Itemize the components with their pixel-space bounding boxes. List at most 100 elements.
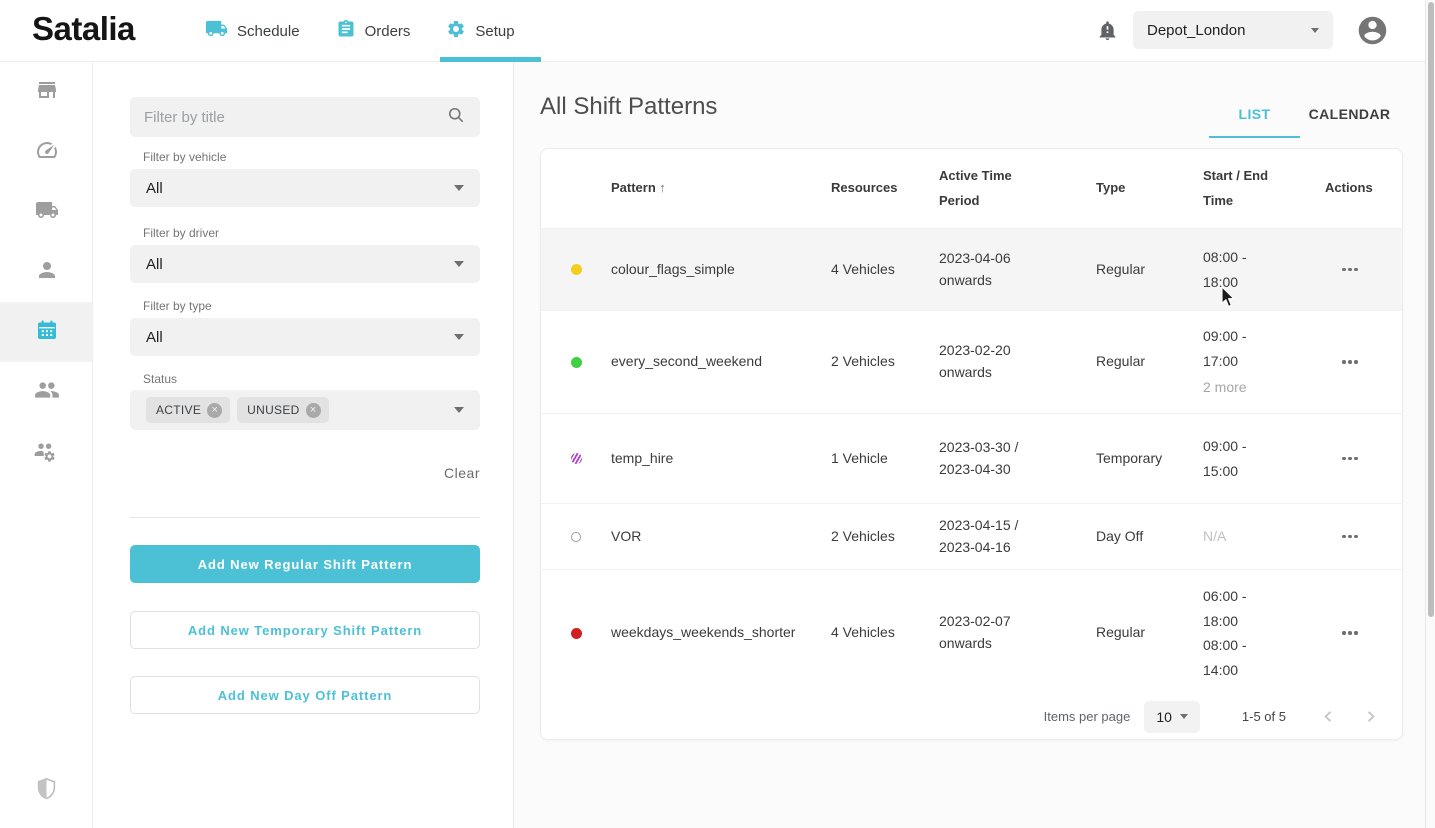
depot-selector[interactable]: Depot_London xyxy=(1133,11,1333,49)
scrollbar-thumb[interactable] xyxy=(1427,2,1434,617)
sidebar-item-drivers[interactable] xyxy=(0,242,93,302)
pattern-color-dot xyxy=(570,453,582,464)
active-period-value: 2023-02-07 onwards xyxy=(939,613,1011,651)
top-bar: Satalia Schedule Orders Setup Depot_Lond… xyxy=(0,0,1425,62)
sidebar-item-vehicles[interactable] xyxy=(0,182,93,242)
type-value: Temporary xyxy=(1096,449,1163,466)
clear-filters-button[interactable]: Clear xyxy=(444,465,480,481)
title-filter-input[interactable] xyxy=(144,108,446,126)
items-per-page-select[interactable]: 10 xyxy=(1144,700,1200,733)
column-header-period: Active Time Period xyxy=(939,167,1012,208)
active-period-value: 2023-03-30 / 2023-04-30 xyxy=(939,438,1019,477)
add-dayoff-pattern-button[interactable]: Add New Day Off Pattern xyxy=(130,676,480,714)
row-actions-menu-icon[interactable] xyxy=(1318,456,1402,461)
table-row[interactable]: colour_flags_simple 4 Vehicles 2023-04-0… xyxy=(541,229,1402,311)
column-header-pattern[interactable]: Pattern ↑ xyxy=(611,180,666,196)
nav-orders[interactable]: Orders xyxy=(336,19,410,44)
row-actions-menu-icon[interactable] xyxy=(1318,631,1402,635)
driver-filter-select[interactable]: All xyxy=(130,245,480,283)
time-value: 09:00 - 17:00 2 more xyxy=(1203,324,1279,400)
search-icon xyxy=(446,105,466,130)
status-chip-active: ACTIVE × xyxy=(146,397,231,423)
sidebar-item-dashboard[interactable] xyxy=(0,122,93,182)
add-regular-shift-pattern-button[interactable]: Add New Regular Shift Pattern xyxy=(130,545,480,583)
sidebar-item-store[interactable] xyxy=(0,62,93,122)
team-settings-icon xyxy=(34,437,60,468)
sidebar-item-admin[interactable] xyxy=(0,761,93,821)
vehicle-filter-label: Filter by vehicle xyxy=(143,150,227,164)
type-filter-value: All xyxy=(146,328,163,346)
row-actions-menu-icon[interactable] xyxy=(1318,360,1402,364)
status-filter-select[interactable]: ACTIVE × UNUSED × xyxy=(130,390,480,430)
more-times-label[interactable]: 2 more xyxy=(1203,379,1247,396)
previous-page-button[interactable] xyxy=(1314,703,1342,731)
row-actions-menu-icon[interactable] xyxy=(1318,267,1402,272)
type-filter-select[interactable]: All xyxy=(130,318,480,356)
store-icon xyxy=(35,78,59,107)
chevron-down-icon xyxy=(454,334,464,340)
teams-icon xyxy=(34,377,60,408)
driver-filter-label: Filter by driver xyxy=(143,226,220,240)
time-range: 09:00 - 17:00 xyxy=(1203,328,1247,369)
status-chip-unused-label: UNUSED xyxy=(247,403,300,417)
table-row[interactable]: every_second_weekend 2 Vehicles 2023-02-… xyxy=(541,311,1402,414)
next-page-button[interactable] xyxy=(1356,703,1384,731)
vehicle-filter-select[interactable]: All xyxy=(130,169,480,207)
time-value: 09:00 - 15:00 xyxy=(1203,434,1279,483)
status-chips: ACTIVE × UNUSED × xyxy=(146,397,454,423)
sidebar-item-shift-patterns[interactable] xyxy=(0,302,93,362)
column-header-type: Type xyxy=(1096,180,1126,196)
table-row[interactable]: temp_hire 1 Vehicle 2023-03-30 / 2023-04… xyxy=(541,414,1402,504)
resources-value: 2 Vehicles xyxy=(831,353,895,370)
time-range: 08:00 - 14:00 xyxy=(1203,637,1247,678)
primary-nav: Schedule Orders Setup xyxy=(205,0,515,62)
title-filter-field xyxy=(130,97,480,137)
admin-shield-icon xyxy=(36,777,57,805)
not-applicable-label: N/A xyxy=(1203,528,1227,545)
active-period-value: 2023-04-06 onwards xyxy=(939,249,1011,288)
pagination-range: 1-5 of 5 xyxy=(1241,709,1286,724)
main-content: All Shift Patterns LIST CALENDAR Pattern… xyxy=(514,62,1425,828)
row-actions-menu-icon[interactable] xyxy=(1318,534,1402,539)
page-scrollbar[interactable] xyxy=(1425,0,1435,828)
add-temporary-shift-pattern-button[interactable]: Add New Temporary Shift Pattern xyxy=(130,611,480,649)
nav-setup-label: Setup xyxy=(475,22,515,40)
pattern-color-dot xyxy=(570,627,582,639)
driver-filter-value: All xyxy=(146,255,163,273)
type-value: Regular xyxy=(1096,260,1146,277)
resources-value: 4 Vehicles xyxy=(831,624,895,641)
nav-schedule[interactable]: Schedule xyxy=(205,17,300,45)
chip-remove-icon[interactable]: × xyxy=(305,402,321,418)
table-row[interactable]: VOR 2 Vehicles 2023-04-15 / 2023-04-16 D… xyxy=(541,504,1402,570)
shift-patterns-icon xyxy=(35,318,59,347)
time-value: N/A xyxy=(1203,524,1279,549)
view-tabs: LIST CALENDAR xyxy=(1207,98,1397,138)
sidebar-item-team-settings[interactable] xyxy=(0,422,93,482)
time-value: 08:00 - 18:00 xyxy=(1203,245,1279,294)
page-title: All Shift Patterns xyxy=(540,93,718,120)
column-header-actions: Actions xyxy=(1325,180,1373,196)
column-header-resources: Resources xyxy=(831,180,898,196)
pattern-name: colour_flags_simple xyxy=(611,260,735,277)
user-avatar-icon[interactable] xyxy=(1356,14,1389,52)
truck-icon xyxy=(205,17,228,45)
resources-value: 1 Vehicle xyxy=(831,449,888,466)
chip-remove-icon[interactable]: × xyxy=(207,402,223,418)
notification-bell-icon[interactable] xyxy=(1097,20,1118,46)
pattern-color-dot xyxy=(571,531,581,542)
sort-ascending-icon: ↑ xyxy=(659,180,666,196)
status-filter-label: Status xyxy=(143,372,178,386)
sidebar-item-teams[interactable] xyxy=(0,362,93,422)
type-value: Day Off xyxy=(1096,527,1144,544)
items-per-page-value: 10 xyxy=(1156,708,1172,725)
tab-list[interactable]: LIST xyxy=(1207,98,1302,138)
depot-selector-value: Depot_London xyxy=(1147,21,1246,39)
tab-calendar[interactable]: CALENDAR xyxy=(1308,106,1391,122)
filter-panel: Filter by vehicle All Filter by driver A… xyxy=(93,62,514,828)
column-header-time: Start / End Time xyxy=(1203,167,1269,208)
chevron-down-icon xyxy=(1311,27,1319,33)
table-row[interactable]: weekdays_weekends_shorter 4 Vehicles 202… xyxy=(541,570,1402,696)
drivers-icon xyxy=(35,258,59,287)
table-pagination: Items per page 10 1-5 of 5 xyxy=(541,694,1402,739)
nav-setup[interactable]: Setup xyxy=(446,19,515,44)
